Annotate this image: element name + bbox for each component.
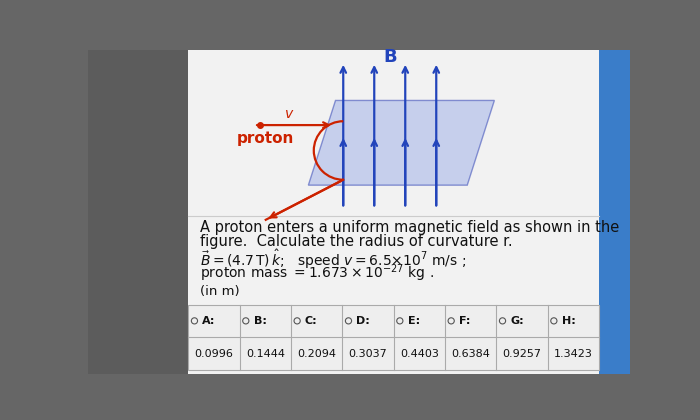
Text: F:: F: [459,316,470,326]
Text: B:: B: [253,316,267,326]
Text: 0.1444: 0.1444 [246,349,285,359]
Bar [188,304,599,370]
Text: A:: A: [202,316,216,326]
Text: $\vec{B} = (4.7\,\mathrm{T})\,\hat{k}$;   speed $v = 6.5{\times}10^7$ m/s ;: $\vec{B} = (4.7\,\mathrm{T})\,\hat{k}$; … [200,248,466,271]
Text: figure.  Calculate the radius of curvature r.: figure. Calculate the radius of curvatur… [200,234,512,249]
Text: H:: H: [561,316,575,326]
Text: D:: D: [356,316,370,326]
Text: C:: C: [305,316,318,326]
Text: B: B [383,47,397,66]
Text: 1.3423: 1.3423 [554,349,593,359]
Text: 0.9257: 0.9257 [503,349,542,359]
Text: E:: E: [407,316,420,326]
Bar [188,50,599,374]
Text: (in m): (in m) [200,285,239,298]
Text: 0.2094: 0.2094 [297,349,336,359]
Text: A proton enters a uniform magnetic field as shown in the: A proton enters a uniform magnetic field… [200,220,619,235]
Text: 0.6384: 0.6384 [452,349,490,359]
Polygon shape [309,100,494,185]
Text: proton mass $= 1.673 \times 10^{-27}$ kg .: proton mass $= 1.673 \times 10^{-27}$ kg… [200,263,434,284]
Text: G:: G: [510,316,524,326]
Text: 0.4403: 0.4403 [400,349,439,359]
Text: proton: proton [237,131,295,147]
Text: 0.3037: 0.3037 [349,349,387,359]
Text: 0.0996: 0.0996 [195,349,233,359]
Text: v: v [285,107,293,121]
Bar [599,50,630,374]
